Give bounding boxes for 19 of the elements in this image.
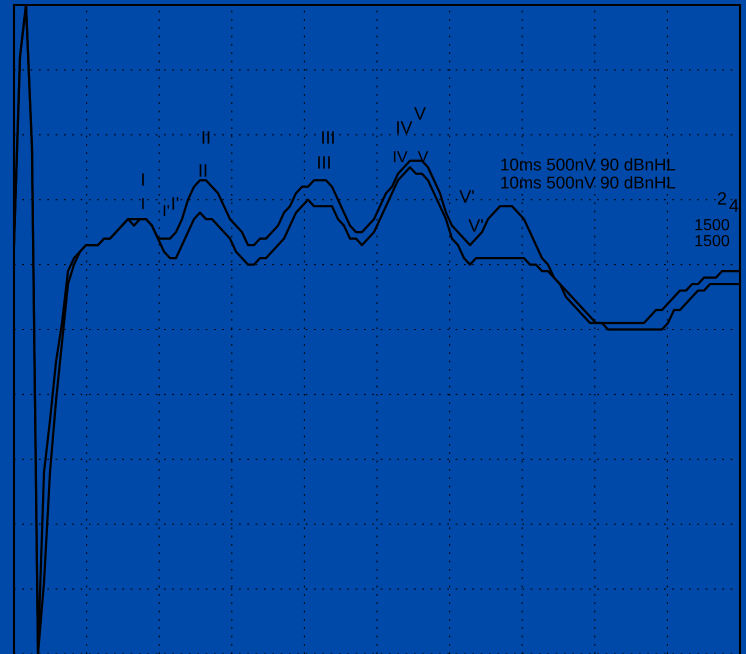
annotation: V' [468,219,483,232]
annotation: 4 [729,199,738,212]
annotation: IV [394,151,408,162]
annotation: II [202,131,210,144]
annotation: I [142,198,144,210]
annotation: 1500 [695,234,730,246]
annotation: 1500 [695,218,730,230]
annotation: 2 [718,192,726,205]
annotation: 10ms 500nV 90 dBnHL [501,158,676,171]
annotation: III [322,131,334,144]
annotation: II [200,164,206,177]
annotation: 10ms 500nV 90 dBnHL [501,176,676,189]
annotation: IV [397,121,412,134]
annotation: III [318,156,330,169]
annotation: V [414,107,426,120]
annotation: I [142,173,144,186]
annotation: I' [172,197,178,210]
annotation: I' [164,205,169,216]
annotation: V' [459,190,474,203]
